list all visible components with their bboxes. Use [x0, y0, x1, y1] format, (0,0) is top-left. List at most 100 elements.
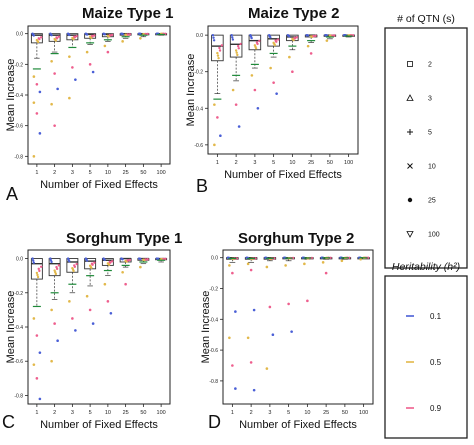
outlier-point	[38, 132, 42, 135]
outlier-point	[303, 262, 306, 266]
data-point	[254, 47, 258, 50]
data-point	[333, 34, 336, 37]
data-point	[295, 36, 299, 39]
data-point	[103, 33, 106, 36]
data-point	[273, 43, 277, 47]
x-tick-label: 1	[231, 410, 234, 416]
outlier-point	[68, 96, 71, 100]
data-point	[139, 32, 142, 36]
data-point	[164, 257, 167, 261]
data-point	[126, 259, 130, 262]
data-point	[36, 273, 39, 277]
data-point	[68, 33, 71, 37]
data-point	[54, 39, 58, 42]
x-tick-label: 25	[323, 410, 329, 416]
x-tick-label: 5	[272, 160, 275, 166]
data-point	[236, 53, 239, 57]
plot-frame	[27, 25, 171, 165]
data-point	[85, 259, 89, 262]
x-tick-label: 10	[105, 170, 111, 176]
data-point	[156, 257, 160, 260]
outlier-point	[32, 317, 36, 320]
outlier-point	[106, 50, 110, 54]
outlier-point	[340, 259, 344, 263]
panel-title-sorghum-1: Sorghum Type 1	[66, 230, 182, 247]
panel-letter-d: D	[208, 412, 221, 432]
legend-symbol-down-triangle-icon	[406, 231, 414, 238]
data-point	[293, 37, 297, 40]
y-tick-label: -0.2	[14, 62, 23, 68]
outlier-point	[275, 92, 278, 95]
outlier-point	[85, 294, 89, 298]
y-tick-label: -0.2	[194, 70, 203, 76]
outlier-point	[91, 70, 95, 74]
box	[30, 33, 43, 44]
data-point	[31, 259, 35, 262]
data-point	[331, 34, 334, 37]
y-tick-label: -0.6	[194, 143, 203, 149]
legend-qtn-label: 10	[428, 164, 436, 171]
data-point	[37, 267, 40, 271]
outlier-point	[50, 359, 53, 363]
outlier-point	[265, 367, 269, 370]
outlier-point	[38, 90, 42, 94]
outlier-point	[231, 364, 234, 367]
outlier-point	[291, 70, 294, 74]
legend-qtn-title: # of QTN (s)	[397, 13, 455, 25]
outlier-point	[269, 66, 272, 70]
outlier-point	[324, 271, 328, 275]
data-point	[218, 46, 221, 50]
outlier-point	[53, 124, 56, 127]
y-tick-label: -0.4	[14, 325, 23, 331]
outlier-point	[35, 82, 39, 86]
y-tick-label: -0.6	[14, 359, 23, 365]
data-point	[75, 262, 78, 266]
outlier-point	[272, 81, 275, 84]
plot-frame	[207, 25, 359, 155]
outlier-point	[38, 351, 42, 354]
legend-qtn-label: 25	[428, 198, 436, 205]
outlier-point	[234, 387, 237, 390]
x-axis-label: Number of Fixed Effects	[40, 419, 158, 431]
data-point	[50, 260, 53, 264]
data-point	[91, 263, 94, 266]
data-point	[110, 260, 114, 263]
sorghum-type-1-plot: 0.0 -0.2 -0.4 -0.6 -0.8 Mean Increase 1 2 3 5 10 25…	[5, 249, 171, 431]
legend-qtn-label: 5	[428, 130, 432, 137]
data-point	[90, 266, 93, 269]
y-axis-label: Mean Increase	[5, 59, 17, 132]
data-point	[220, 44, 224, 47]
outlier-point	[74, 78, 77, 81]
data-point	[91, 35, 94, 38]
data-point	[212, 39, 216, 42]
data-point	[36, 275, 40, 279]
outlier-point	[256, 106, 260, 110]
data-point	[256, 42, 259, 46]
data-point	[217, 56, 220, 60]
outlier-point	[231, 271, 234, 275]
x-tick-label: 5	[89, 170, 92, 176]
data-point	[32, 34, 35, 37]
data-point	[54, 272, 58, 276]
x-tick-label: 100	[157, 170, 166, 176]
box	[48, 258, 61, 277]
outlier-point	[38, 397, 42, 401]
x-tick-label: 3	[253, 160, 256, 166]
outlier-point	[53, 322, 56, 325]
legend-symbol-triangle-icon	[406, 94, 414, 101]
data-point	[258, 39, 261, 43]
y-tick-label: 0.0	[16, 32, 23, 38]
data-point	[292, 38, 295, 42]
x-tick-label: 25	[123, 410, 129, 416]
data-point	[36, 40, 40, 44]
outlier-point	[309, 52, 313, 55]
outlier-point	[35, 112, 39, 115]
x-tick-label: 2	[235, 160, 238, 166]
x-tick-label: 50	[327, 160, 333, 166]
data-point	[73, 36, 77, 39]
x-axis-label: Number of Fixed Effects	[239, 419, 357, 431]
x-tick-label: 50	[140, 170, 146, 176]
x-tick-label: 2	[53, 170, 56, 176]
data-point	[38, 269, 41, 273]
data-point	[144, 258, 148, 261]
